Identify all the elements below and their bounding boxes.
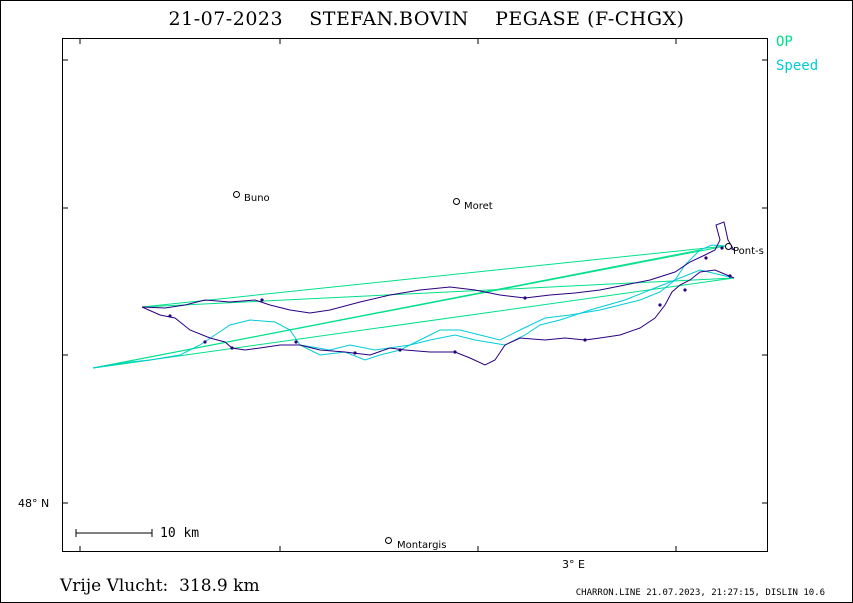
longitude-label: 3° E: [562, 558, 585, 571]
place-marker-buno: [233, 191, 240, 198]
place-marker-pont: [725, 243, 732, 250]
title-date: 21-07-2023: [168, 8, 284, 30]
map-title: 21-07-2023 STEFAN.BOVIN PEGASE (F-CHGX): [0, 8, 853, 30]
place-label-montargis: Montargis: [397, 540, 447, 551]
title-glider: PEGASE (F-CHGX): [495, 8, 685, 30]
flight-track: [141, 221, 736, 366]
scale-label: 10 km: [160, 526, 200, 541]
place-marker-montargis: [385, 537, 392, 544]
map-plot-area: [62, 38, 768, 552]
legend-speed: Speed: [776, 58, 819, 74]
place-marker-moret: [453, 198, 460, 205]
legend-op: OP: [776, 34, 793, 50]
title-pilot: STEFAN.BOVIN: [309, 8, 469, 30]
distance-label: Vrije Vlucht: 318.9 km: [60, 576, 260, 596]
axis-ticks: [62, 38, 768, 552]
place-label-pont: Pont-s: [733, 246, 764, 257]
fix-markers: [168, 246, 732, 355]
place-label-buno: Buno: [244, 193, 270, 204]
latitude-label: 48° N: [18, 497, 50, 510]
op-track: [92, 245, 735, 369]
scale-bar: [75, 529, 153, 537]
footer-credit: CHARRON.LINE 21.07.2023, 21:27:15, DISLI…: [575, 588, 825, 598]
place-label-moret: Moret: [464, 201, 493, 212]
